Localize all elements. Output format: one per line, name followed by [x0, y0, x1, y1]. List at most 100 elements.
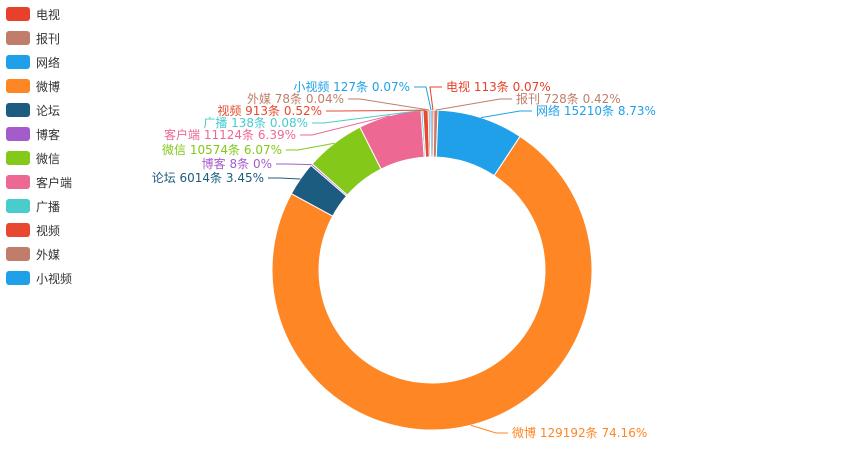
slice-labels: 电视 113条 0.07%报刊 728条 0.42%网络 15210条 8.73…	[152, 79, 656, 440]
slice-label-name: 电视	[446, 79, 470, 94]
slice-label-percent: 74.16%	[601, 426, 647, 440]
slice-label-name: 报刊	[516, 91, 540, 106]
slice-label-name: 博客	[202, 156, 226, 171]
slice-label-percent: 3.45%	[226, 171, 264, 185]
legend-item[interactable]: 微博	[6, 74, 126, 98]
slice-label: 电视 113条 0.07%	[446, 79, 551, 94]
legend-item[interactable]: 论坛	[6, 98, 126, 122]
leader-line	[414, 86, 432, 111]
slice-label: 视频 913条 0.52%	[217, 103, 322, 118]
slice-label-name: 广播	[203, 116, 227, 130]
legend-swatch	[6, 31, 30, 45]
leader-line	[435, 98, 512, 111]
slice-label-value: 913条	[241, 104, 284, 118]
legend-label: 微信	[36, 151, 61, 166]
slice-label: 外媒 78条 0.04%	[247, 92, 344, 106]
slice-label-name: 论坛	[152, 171, 176, 185]
legend-label: 论坛	[36, 103, 61, 118]
leader-line	[429, 86, 442, 111]
legend-item[interactable]: 电视	[6, 2, 126, 26]
legend-item[interactable]: 外媒	[6, 242, 126, 266]
slice-label-value: 129192条	[536, 426, 601, 440]
legend-label: 网络	[36, 55, 61, 70]
legend-swatch	[6, 223, 30, 237]
slice-label-value: 127条	[329, 80, 372, 94]
legend-label: 广播	[36, 199, 61, 214]
legend-label: 小视频	[36, 271, 73, 286]
donut-slice[interactable]	[429, 109, 433, 158]
chart-legend: 电视报刊网络微博论坛博客微信客户端广播视频外媒小视频	[6, 2, 126, 290]
slice-label-percent: 0%	[253, 157, 272, 171]
slice-label-value: 6014条	[176, 171, 226, 185]
slice-label-name: 客户端	[164, 127, 200, 142]
slice-label-percent: 0.42%	[583, 92, 621, 106]
legend-swatch	[6, 103, 30, 117]
legend-item[interactable]: 报刊	[6, 26, 126, 50]
slice-label-value: 113条	[470, 80, 513, 94]
slice-label-name: 小视频	[293, 79, 329, 94]
legend-swatch	[6, 55, 30, 69]
leader-line	[480, 110, 532, 119]
slice-label: 微信 10574条 6.07%	[162, 143, 282, 157]
legend-swatch	[6, 175, 30, 189]
legend-swatch	[6, 199, 30, 213]
slice-label-value: 10574条	[186, 143, 244, 157]
legend-swatch	[6, 7, 30, 21]
slice-label-percent: 0.52%	[284, 104, 322, 118]
slice-label-name: 微博	[512, 425, 536, 440]
legend-item[interactable]: 客户端	[6, 170, 126, 194]
leader-line	[276, 163, 312, 166]
slice-label-value: 15210条	[560, 104, 618, 118]
slice-label-value: 78条	[271, 92, 306, 106]
slice-label-value: 8条	[226, 157, 253, 171]
leader-line	[300, 115, 390, 136]
legend-item[interactable]: 网络	[6, 50, 126, 74]
slice-label-percent: 0.04%	[306, 92, 344, 106]
legend-label: 外媒	[36, 247, 61, 262]
leader-line	[348, 98, 430, 111]
legend-item[interactable]: 博客	[6, 122, 126, 146]
slice-label-name: 微信	[162, 143, 186, 157]
slice-label-percent: 6.39%	[258, 128, 296, 142]
leader-line	[326, 109, 426, 112]
leader-line	[312, 109, 423, 124]
slice-label: 博客 8条 0%	[202, 156, 272, 171]
slice-label-percent: 0.07%	[513, 80, 551, 94]
donut-slices	[271, 109, 593, 431]
slice-label-value: 728条	[540, 92, 583, 106]
legend-label: 博客	[36, 127, 61, 142]
slice-label-name: 视频	[217, 103, 241, 118]
slice-label-name: 网络	[536, 103, 560, 118]
slice-label-percent: 6.07%	[244, 143, 282, 157]
slice-label: 报刊 728条 0.42%	[516, 91, 621, 106]
slice-label: 小视频 127条 0.07%	[293, 79, 410, 94]
slice-label-value: 11124条	[200, 128, 258, 142]
label-leader-lines	[268, 86, 532, 434]
slice-label-name: 外媒	[247, 92, 271, 106]
leader-line	[470, 424, 508, 434]
donut-slice[interactable]	[271, 135, 593, 431]
legend-label: 客户端	[36, 175, 73, 190]
legend-item[interactable]: 小视频	[6, 266, 126, 290]
leader-line	[286, 142, 335, 151]
slice-label: 网络 15210条 8.73%	[536, 103, 656, 118]
legend-swatch	[6, 151, 30, 165]
slice-label-percent: 8.73%	[618, 104, 656, 118]
slice-label: 微博 129192条 74.16%	[512, 425, 647, 440]
slice-label-value: 138条	[227, 116, 270, 130]
slice-label: 论坛 6014条 3.45%	[152, 171, 264, 185]
legend-item[interactable]: 视频	[6, 218, 126, 242]
legend-label: 视频	[36, 223, 61, 238]
slice-label-percent: 0.08%	[270, 116, 308, 130]
legend-item[interactable]: 微信	[6, 146, 126, 170]
legend-label: 微博	[36, 79, 61, 94]
legend-item[interactable]: 广播	[6, 194, 126, 218]
slice-label: 广播 138条 0.08%	[203, 116, 308, 130]
legend-swatch	[6, 247, 30, 261]
leader-line	[268, 177, 301, 180]
legend-swatch	[6, 271, 30, 285]
legend-swatch	[6, 79, 30, 93]
legend-swatch	[6, 127, 30, 141]
legend-label: 电视	[36, 7, 61, 22]
